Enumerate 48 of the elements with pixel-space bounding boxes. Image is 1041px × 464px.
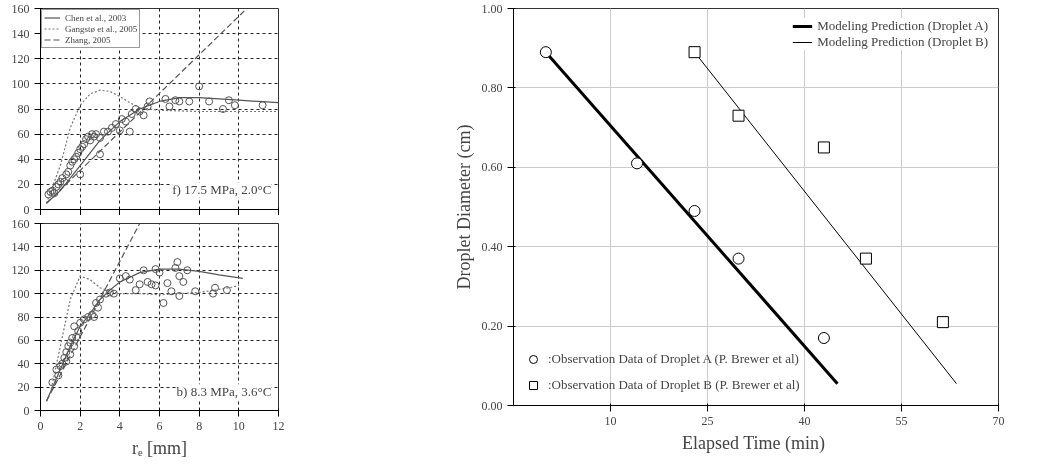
x-tick-label: 40 bbox=[798, 413, 811, 428]
y-tick-label: 20 bbox=[17, 177, 30, 192]
legend-label: Modeling Prediction (Droplet A) bbox=[817, 18, 988, 34]
y-tick-label: 60 bbox=[17, 127, 30, 142]
x-tick-label: 4 bbox=[116, 418, 123, 433]
x-tick-label: 70 bbox=[992, 413, 1005, 428]
x-axis-title: Elapsed Time (min) bbox=[682, 432, 826, 454]
x-tick-label: 6 bbox=[156, 418, 163, 433]
y-tick-label: 140 bbox=[11, 26, 30, 41]
legend-label: Modeling Prediction (Droplet B) bbox=[817, 34, 988, 50]
y-tick-label: 0.40 bbox=[481, 239, 503, 254]
y-tick-label: 0.60 bbox=[481, 160, 503, 175]
y-tick-label: 140 bbox=[11, 239, 30, 254]
y-tick-label: 60 bbox=[17, 333, 30, 348]
y-tick-label: 100 bbox=[11, 76, 30, 91]
y-tick-label: 1.00 bbox=[481, 1, 503, 16]
legend-label: :Observation Data of Droplet A (P. Brewer et al) bbox=[548, 351, 799, 367]
y-tick-label: 0.00 bbox=[481, 398, 503, 413]
y-tick-label: 0 bbox=[23, 403, 30, 418]
y-tick-label: 40 bbox=[17, 356, 30, 371]
legend-label: :Observation Data of Droplet B (P. Brewer et al) bbox=[548, 377, 800, 393]
y-tick-label: 160 bbox=[11, 1, 30, 16]
x-tick-label: 55 bbox=[895, 413, 908, 428]
x-tick-label: 10 bbox=[232, 418, 245, 433]
x-tick-label: 8 bbox=[196, 418, 203, 433]
x-tick-label: 25 bbox=[701, 413, 714, 428]
annotation: f) 17.5 MPa, 2.0°C bbox=[172, 182, 272, 198]
legend-label: Zhang, 2005 bbox=[65, 34, 111, 45]
annotation: b) 8.3 MPa, 3.6°C bbox=[176, 384, 272, 400]
y-tick-label: 0.80 bbox=[481, 80, 503, 95]
y-tick-label: 120 bbox=[11, 263, 30, 278]
x-tick-label: 10 bbox=[604, 413, 617, 428]
x-tick-label: 12 bbox=[272, 418, 285, 433]
x-tick-label: 0 bbox=[37, 418, 44, 433]
x-tick-label: 2 bbox=[77, 418, 84, 433]
x-axis-title: rₑ [mm] bbox=[131, 437, 188, 458]
y-tick-label: 80 bbox=[17, 310, 30, 324]
y-tick-label: 120 bbox=[11, 51, 30, 66]
y-axis-title: Droplet Diameter (cm) bbox=[453, 124, 475, 290]
y-tick-label: 0 bbox=[23, 202, 30, 217]
legend-label: Gangstø et al., 2005 bbox=[65, 23, 138, 34]
y-tick-label: 0.20 bbox=[481, 319, 503, 334]
y-tick-label: 40 bbox=[17, 152, 30, 167]
y-tick-label: 20 bbox=[17, 380, 30, 395]
y-tick-label: 160 bbox=[11, 216, 30, 231]
legend-label: Chen et al., 2003 bbox=[65, 12, 127, 23]
y-tick-label: 100 bbox=[11, 286, 30, 301]
y-tick-label: 80 bbox=[17, 102, 30, 116]
